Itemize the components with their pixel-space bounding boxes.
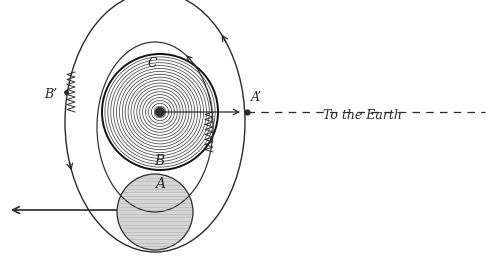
Text: B: B xyxy=(154,154,164,168)
Text: A’: A’ xyxy=(251,91,262,104)
Text: To the Earth: To the Earth xyxy=(322,109,402,122)
Circle shape xyxy=(117,174,193,250)
Text: B’: B’ xyxy=(44,88,57,100)
Circle shape xyxy=(156,107,164,117)
Text: A: A xyxy=(155,177,165,191)
Text: C: C xyxy=(147,57,157,70)
